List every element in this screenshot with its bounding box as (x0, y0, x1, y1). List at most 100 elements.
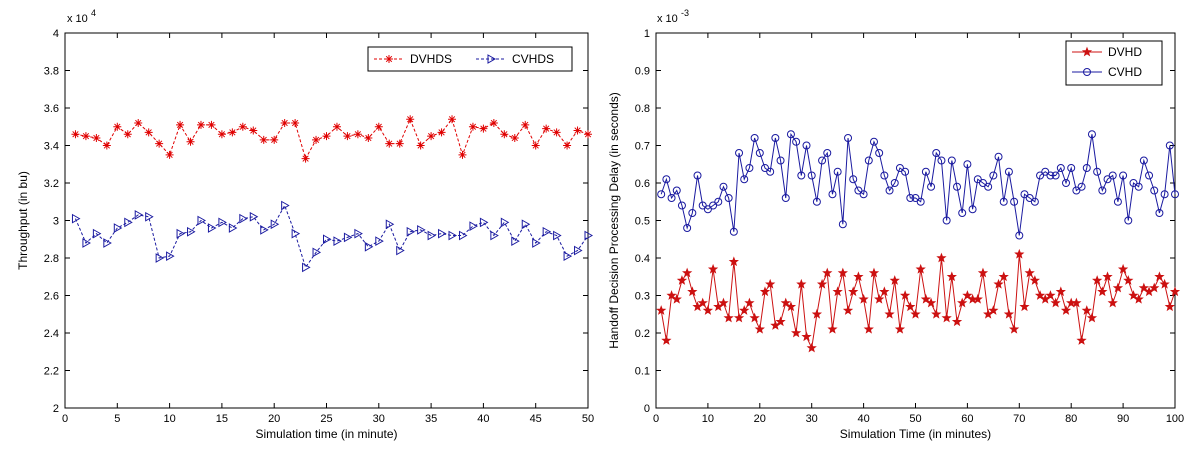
x-tick-label: 35 (425, 413, 437, 425)
data-point-CVHD (1030, 197, 1039, 206)
data-point-DVHD (682, 267, 693, 278)
data-point-CVHD (921, 167, 930, 176)
data-point-CVHD (1036, 171, 1045, 180)
data-point-CVHD (989, 171, 998, 180)
data-point-DVHDS (123, 130, 132, 139)
data-point-CVHD (916, 197, 925, 206)
data-point-DVHD (739, 305, 750, 315)
data-point-DVHDS (291, 119, 300, 127)
data-point-CVHD (818, 156, 827, 165)
data-point-CVHDS (312, 247, 322, 258)
data-point-DVHD (733, 312, 745, 323)
data-point-CVHDS (155, 253, 165, 263)
data-point-DVHD (874, 293, 885, 304)
legend-marker-DVHDS (385, 55, 393, 63)
data-point-DVHD (1138, 282, 1149, 293)
x-tick-label: 15 (216, 413, 228, 425)
data-point-CVHD (786, 130, 795, 139)
data-point-DVHD (962, 290, 973, 300)
x-tick-label: 20 (268, 413, 280, 425)
data-point-DVHD (707, 263, 719, 274)
data-point-CVHD (812, 197, 821, 206)
data-point-CVHD (657, 190, 666, 199)
data-point-CVHD (729, 227, 738, 236)
data-point-DVHD (759, 286, 771, 297)
y-exponent-label: x 10 (67, 13, 88, 25)
data-point-CVHD (906, 194, 915, 202)
data-point-DVHD (863, 323, 874, 334)
data-point-CVHD (1113, 197, 1122, 206)
data-point-CVHDS (281, 200, 290, 211)
data-point-DVHDS (500, 130, 509, 139)
data-point-CVHDS (92, 228, 102, 239)
x-tick-label: 50 (582, 413, 594, 425)
y-tick-label: 0.9 (635, 66, 650, 78)
data-point-CVHDS (406, 226, 416, 237)
data-point-CVHD (937, 156, 946, 165)
data-point-DVHDS (92, 134, 101, 142)
data-point-CVHD (677, 201, 686, 210)
data-point-CVHD (1124, 216, 1133, 225)
data-point-CVHD (766, 167, 775, 176)
data-point-DVHD (702, 305, 714, 315)
data-point-DVHD (1123, 275, 1134, 285)
data-point-DVHD (1107, 297, 1118, 308)
data-point-CVHDS (438, 228, 447, 239)
data-point-CVHD (1087, 130, 1096, 139)
legend-label-DVHD: DVHD (1108, 45, 1142, 59)
data-point-CVHDS (207, 223, 217, 233)
data-point-CVHD (1067, 164, 1076, 172)
data-point-DVHD (1076, 335, 1087, 345)
data-point-CVHD (849, 175, 858, 184)
data-point-DVHD (920, 293, 932, 304)
data-point-CVHD (1119, 171, 1128, 180)
data-point-CVHD (1025, 194, 1034, 202)
data-point-DVHDS (395, 139, 404, 148)
data-point-DVHD (884, 308, 895, 319)
data-point-DVHD (837, 267, 848, 278)
data-point-CVHDS (187, 226, 196, 237)
data-point-CVHD (1139, 156, 1148, 165)
legend-label-CVHD: CVHD (1108, 65, 1142, 79)
data-point-DVHD (853, 271, 864, 282)
data-point-CVHD (750, 134, 759, 142)
data-point-CVHD (885, 186, 894, 195)
series-DVHD (656, 248, 1181, 353)
data-point-CVHD (953, 182, 962, 191)
data-point-CVHD (776, 156, 785, 165)
data-point-DVHDS (552, 128, 561, 137)
data-point-CVHD (828, 190, 837, 199)
data-point-DVHDS (573, 126, 582, 135)
data-point-DVHD (1164, 301, 1175, 312)
data-point-DVHDS (176, 120, 185, 129)
y-tick-label: 0.5 (635, 216, 650, 228)
data-point-DVHD (816, 278, 828, 289)
data-point-DVHDS (301, 154, 310, 163)
data-point-CVHDS (396, 245, 405, 256)
data-point-CVHD (958, 209, 967, 217)
data-point-CVHD (1171, 190, 1179, 199)
data-point-CVHD (1056, 164, 1065, 172)
data-point-DVHDS (144, 128, 153, 137)
data-point-CVHD (1129, 179, 1138, 187)
data-point-CVHDS (218, 217, 227, 228)
data-point-DVHD (1014, 248, 1025, 259)
data-point-DVHD (811, 308, 823, 319)
data-point-CVHD (880, 171, 889, 180)
data-point-CVHD (719, 182, 728, 191)
data-point-CVHD (1004, 167, 1013, 176)
y-tick-label: 3.8 (44, 66, 59, 78)
data-point-DVHD (661, 335, 672, 345)
data-point-DVHD (744, 297, 755, 308)
data-point-CVHDS (479, 217, 489, 228)
data-point-CVHDS (563, 251, 573, 261)
data-point-DVHD (765, 278, 776, 289)
data-point-CVHDS (103, 238, 112, 248)
data-point-CVHD (760, 164, 769, 172)
data-point-DVHDS (259, 135, 268, 144)
x-tick-label: 70 (1013, 413, 1025, 425)
legend-marker-CVHD (1083, 68, 1091, 76)
data-point-CVHDS (553, 230, 562, 241)
x-tick-label: 25 (320, 413, 332, 425)
data-point-CVHD (864, 156, 873, 165)
